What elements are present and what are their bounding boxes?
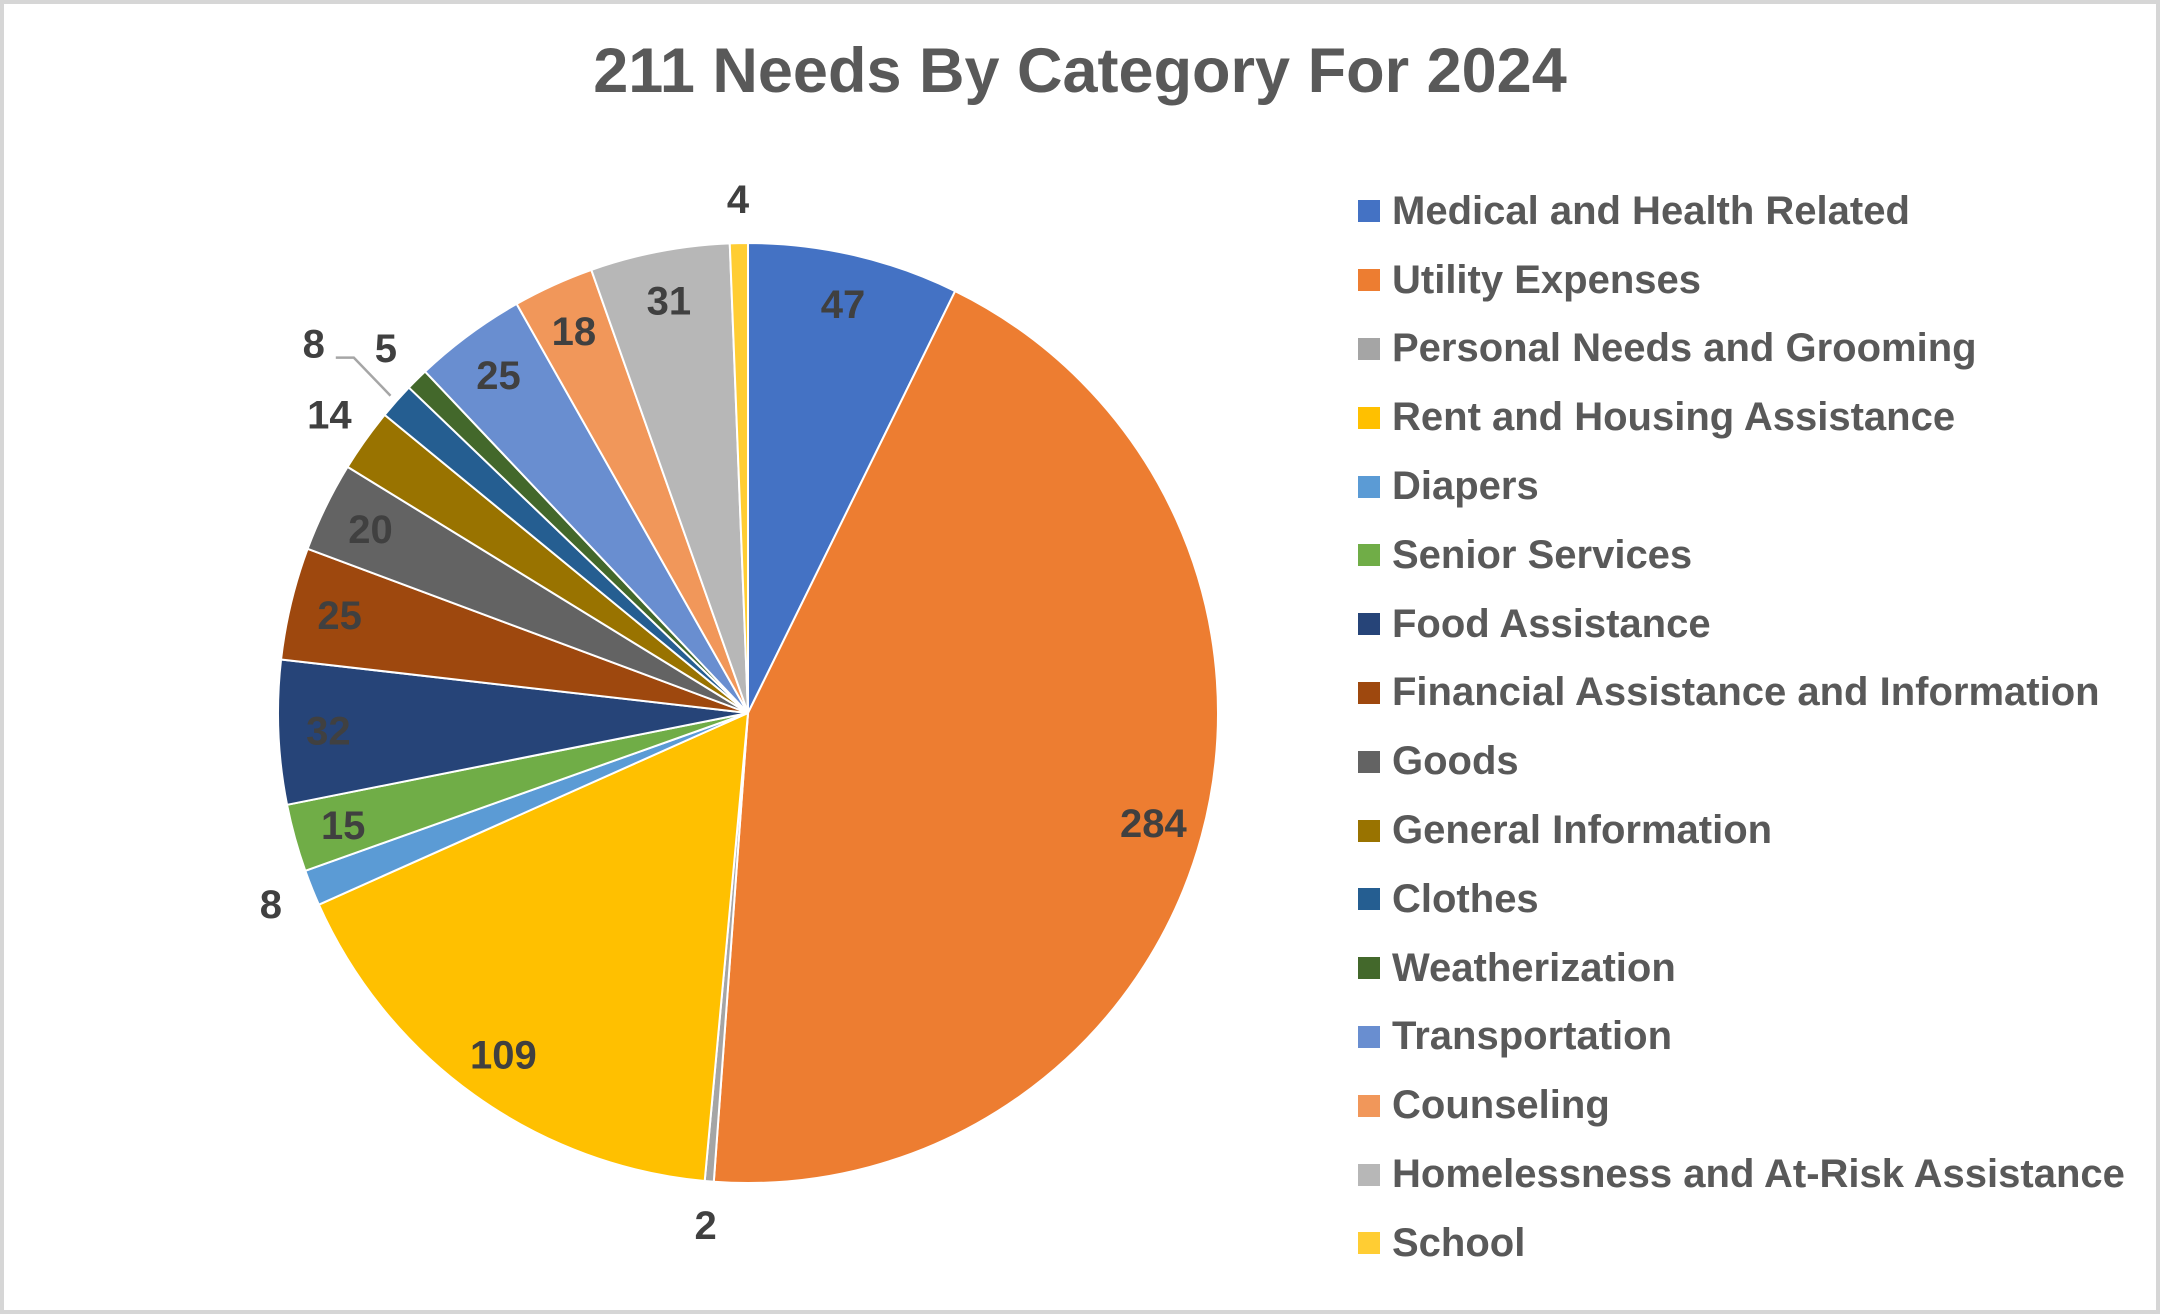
legend-item-utility-expenses: Utility Expenses bbox=[1358, 246, 2125, 315]
legend-label-transportation: Transportation bbox=[1392, 1014, 1673, 1059]
legend-swatch-goods bbox=[1358, 750, 1380, 773]
legend-label-homelessness-and-at-risk-assistance: Homelessness and At-Risk Assistance bbox=[1392, 1152, 2125, 1197]
legend-item-personal-needs-and-grooming: Personal Needs and Grooming bbox=[1358, 315, 2125, 384]
chart-title: 211 Needs By Category For 2024 bbox=[593, 36, 1567, 106]
legend-item-homelessness-and-at-risk-assistance: Homelessness and At-Risk Assistance bbox=[1358, 1140, 2125, 1209]
value-label-homelessness-and-at-risk-assistance: 31 bbox=[647, 280, 692, 324]
leader-line-clothes bbox=[335, 356, 392, 397]
pie-chart: 47 284 2 109 8 15 32 25 20 14 8 5 25 18 31 4 bbox=[260, 178, 1219, 1248]
value-label-counseling: 18 bbox=[552, 310, 597, 354]
legend-item-school: School bbox=[1358, 1209, 2125, 1278]
legend-label-school: School bbox=[1392, 1220, 1526, 1265]
legend-label-counseling: Counseling bbox=[1392, 1083, 1610, 1128]
legend-swatch-school bbox=[1358, 1232, 1380, 1255]
legend-label-medical-and-health-related: Medical and Health Related bbox=[1392, 188, 1910, 233]
legend-item-general-information: General Information bbox=[1358, 796, 2125, 865]
legend-swatch-homelessness-and-at-risk-assistance bbox=[1358, 1163, 1380, 1186]
legend-label-general-information: General Information bbox=[1392, 808, 1773, 853]
value-label-transportation: 25 bbox=[476, 354, 521, 398]
legend-swatch-transportation bbox=[1358, 1025, 1380, 1048]
pie-slice-medical-and-health-related bbox=[747, 242, 957, 714]
legend-swatch-general-information bbox=[1358, 819, 1380, 842]
pie-slice-rent-and-housing-assistance bbox=[317, 712, 749, 1182]
legend: Medical and Health Related Utility Expens… bbox=[1358, 177, 2125, 1278]
legend-item-financial-assistance-and-information: Financial Assistance and Information bbox=[1358, 659, 2125, 728]
legend-label-diapers: Diapers bbox=[1392, 464, 1539, 509]
pie-slice-school bbox=[728, 241, 749, 714]
legend-swatch-counseling bbox=[1358, 1094, 1380, 1117]
pie-slice-food-assistance bbox=[277, 658, 749, 806]
legend-item-diapers: Diapers bbox=[1358, 452, 2125, 521]
legend-item-weatherization: Weatherization bbox=[1358, 934, 2125, 1003]
value-label-food-assistance: 32 bbox=[306, 709, 351, 753]
legend-swatch-utility-expenses bbox=[1358, 269, 1380, 292]
value-label-clothes: 8 bbox=[303, 323, 325, 367]
legend-item-medical-and-health-related: Medical and Health Related bbox=[1358, 177, 2125, 246]
value-label-financial-assistance-and-information: 25 bbox=[317, 594, 362, 638]
legend-swatch-personal-needs-and-grooming bbox=[1358, 337, 1380, 360]
legend-label-weatherization: Weatherization bbox=[1392, 945, 1676, 990]
legend-swatch-medical-and-health-related bbox=[1358, 200, 1380, 223]
legend-label-clothes: Clothes bbox=[1392, 876, 1539, 921]
value-label-senior-services: 15 bbox=[321, 804, 366, 848]
legend-swatch-food-assistance bbox=[1358, 613, 1380, 636]
value-label-personal-needs-and-grooming: 2 bbox=[694, 1204, 716, 1248]
legend-item-senior-services: Senior Services bbox=[1358, 521, 2125, 590]
value-label-school: 4 bbox=[727, 178, 750, 222]
legend-label-food-assistance: Food Assistance bbox=[1392, 601, 1711, 646]
value-label-rent-and-housing-assistance: 109 bbox=[470, 1034, 537, 1078]
legend-item-food-assistance: Food Assistance bbox=[1358, 590, 2125, 659]
value-label-diapers: 8 bbox=[260, 883, 282, 927]
legend-swatch-clothes bbox=[1358, 888, 1380, 911]
legend-swatch-rent-and-housing-assistance bbox=[1358, 406, 1380, 429]
value-label-utility-expenses: 284 bbox=[1120, 802, 1187, 846]
value-label-goods: 20 bbox=[348, 508, 393, 552]
legend-label-senior-services: Senior Services bbox=[1392, 532, 1693, 577]
legend-label-financial-assistance-and-information: Financial Assistance and Information bbox=[1392, 670, 2100, 715]
legend-item-goods: Goods bbox=[1358, 727, 2125, 796]
legend-item-rent-and-housing-assistance: Rent and Housing Assistance bbox=[1358, 383, 2125, 452]
legend-swatch-diapers bbox=[1358, 475, 1380, 498]
legend-label-personal-needs-and-grooming: Personal Needs and Grooming bbox=[1392, 326, 1977, 371]
legend-swatch-weatherization bbox=[1358, 957, 1380, 980]
legend-item-transportation: Transportation bbox=[1358, 1003, 2125, 1072]
value-label-weatherization: 5 bbox=[375, 327, 397, 371]
value-label-general-information: 14 bbox=[307, 394, 352, 438]
legend-label-rent-and-housing-assistance: Rent and Housing Assistance bbox=[1392, 395, 1956, 440]
legend-swatch-financial-assistance-and-information bbox=[1358, 681, 1380, 704]
legend-item-counseling: Counseling bbox=[1358, 1071, 2125, 1140]
legend-item-clothes: Clothes bbox=[1358, 865, 2125, 934]
legend-label-utility-expenses: Utility Expenses bbox=[1392, 257, 1702, 302]
legend-label-goods: Goods bbox=[1392, 739, 1519, 784]
value-label-medical-and-health-related: 47 bbox=[821, 283, 866, 327]
pie-slice-utility-expenses bbox=[712, 290, 1219, 1184]
legend-swatch-senior-services bbox=[1358, 544, 1380, 567]
